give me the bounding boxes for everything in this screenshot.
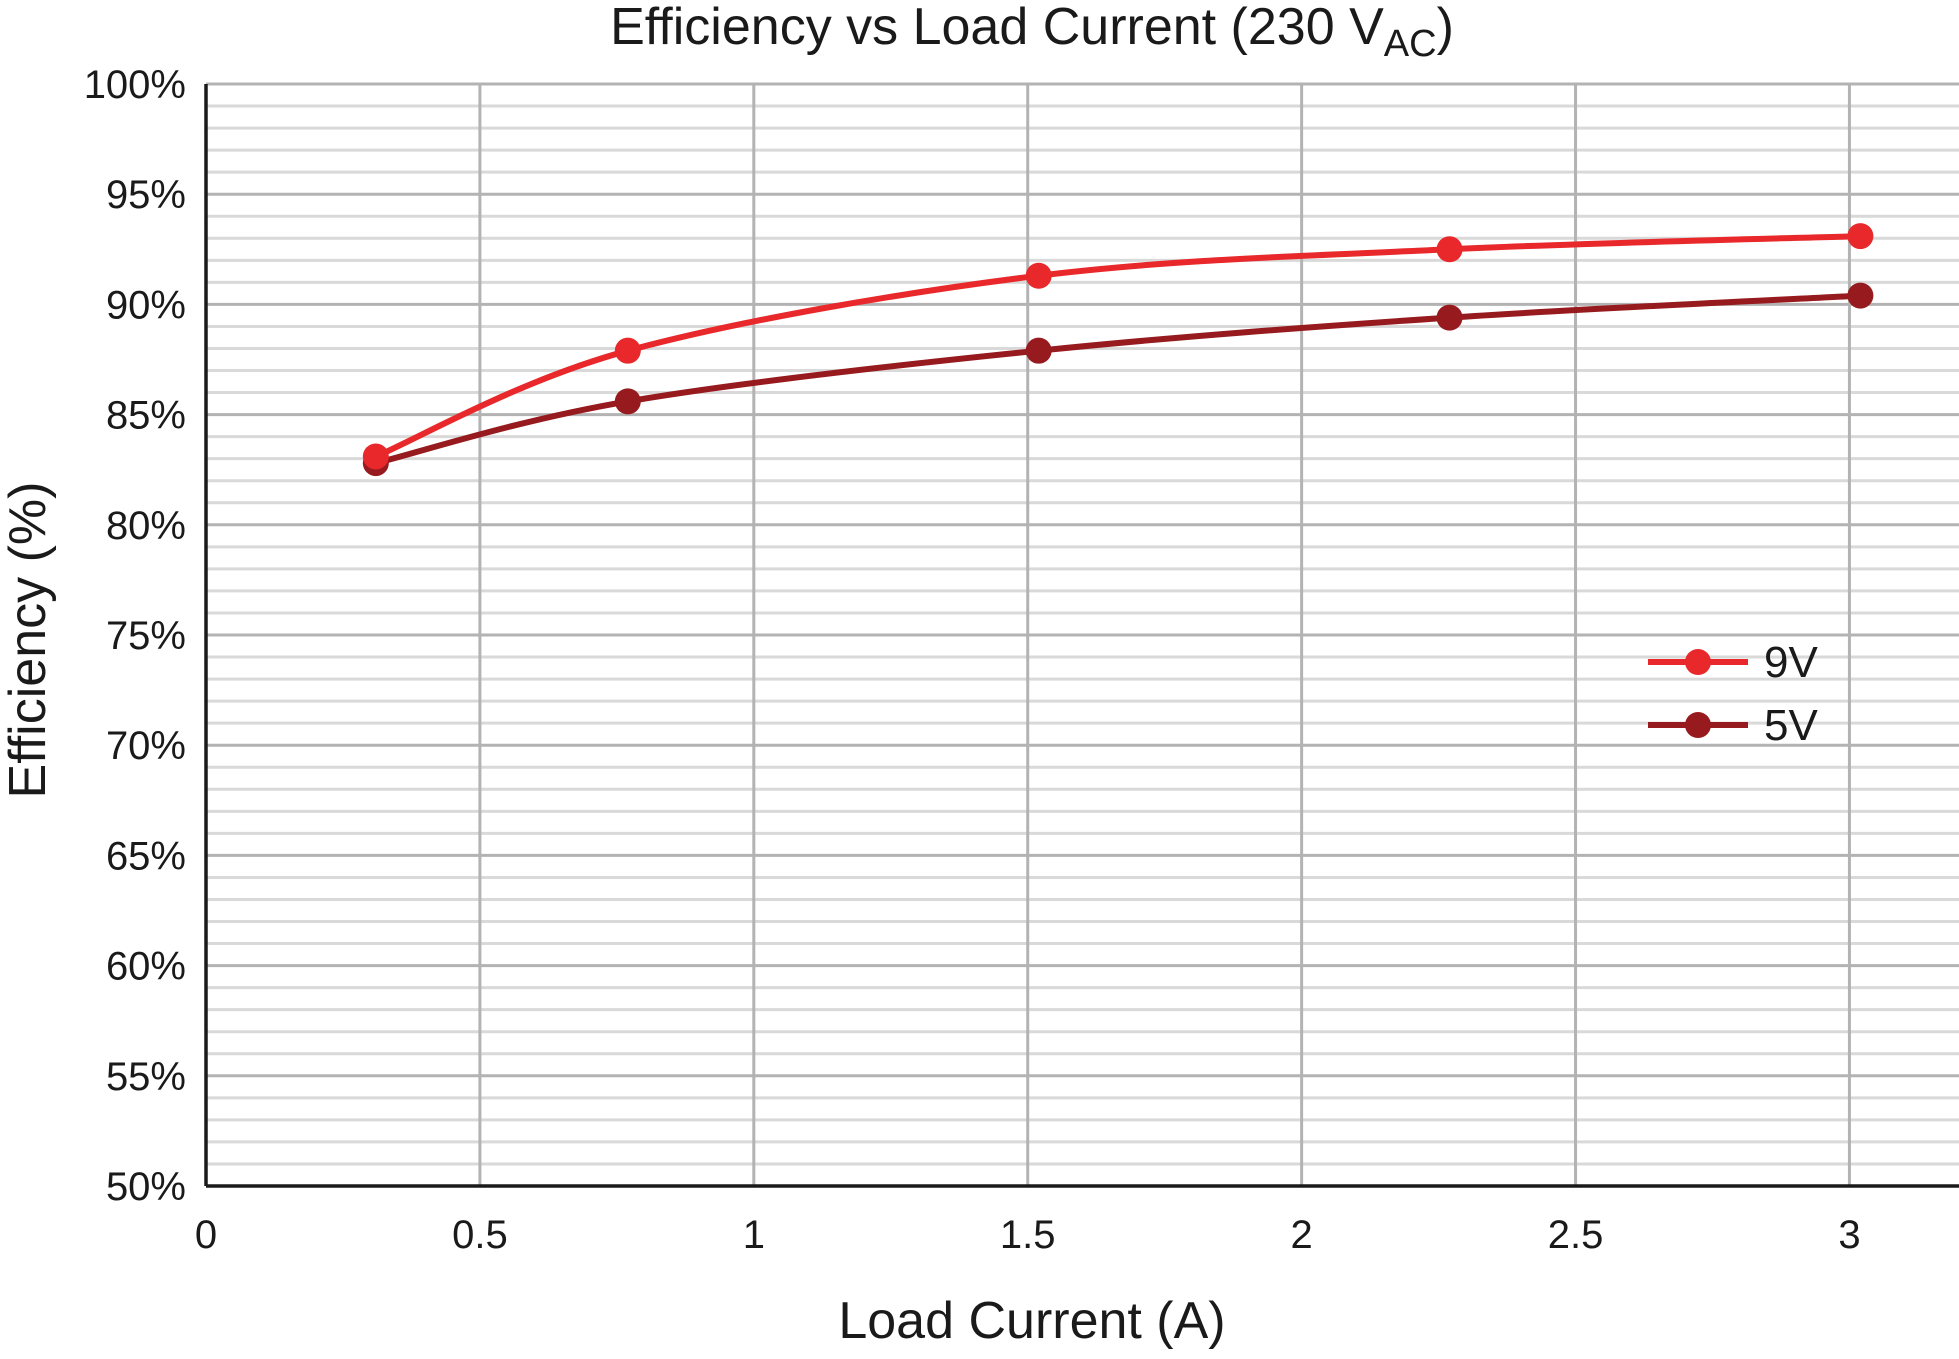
data-point-9V — [1847, 223, 1874, 250]
data-point-5V — [614, 388, 641, 415]
x-tick-label: 0.5 — [452, 1213, 508, 1257]
x-tick-label: 1.5 — [1000, 1213, 1056, 1257]
legend-label-9V: 9V — [1764, 638, 1818, 687]
y-tick-label: 55% — [106, 1055, 186, 1099]
data-point-9V — [614, 337, 641, 364]
x-axis-label: Load Current (A) — [838, 1292, 1225, 1350]
grid-layer — [206, 82, 1959, 1186]
series-line-5V — [372, 292, 1864, 467]
x-tick-label: 2 — [1291, 1213, 1313, 1257]
y-tick-label: 80% — [106, 504, 186, 548]
y-tick-label: 100% — [84, 63, 186, 107]
legend-marker-5V — [1685, 712, 1711, 738]
data-point-9V — [362, 443, 389, 470]
data-point-5V — [1847, 282, 1874, 309]
series-line-9V — [372, 233, 1864, 460]
y-tick-label: 90% — [106, 283, 186, 327]
x-tick-label: 0 — [195, 1213, 217, 1257]
y-tick-label: 65% — [106, 834, 186, 878]
y-tick-label: 75% — [106, 614, 186, 658]
data-point-5V — [1436, 304, 1463, 331]
data-point-5V — [1025, 337, 1052, 364]
data-point-9V — [1025, 262, 1052, 289]
y-tick-label: 50% — [106, 1165, 186, 1209]
chart-title: Efficiency vs Load Current (230 VAC) — [610, 0, 1454, 65]
legend-label-5V: 5V — [1764, 701, 1818, 750]
legend-marker-9V — [1685, 649, 1711, 675]
x-tick-label: 1 — [743, 1213, 765, 1257]
x-tick-label: 2.5 — [1548, 1213, 1604, 1257]
axes-layer — [204, 84, 1959, 1188]
x-tick-label: 3 — [1838, 1213, 1860, 1257]
y-tick-label: 60% — [106, 945, 186, 989]
y-tick-label: 95% — [106, 173, 186, 217]
y-tick-label: 85% — [106, 394, 186, 438]
y-tick-label: 70% — [106, 724, 186, 768]
ticks-layer: 50% 55% 60% 65% 70% 75% 80% 85% 90% 95% 100% 0 0.5 1 1… — [84, 63, 1861, 1257]
series-layer — [362, 223, 1874, 477]
data-point-9V — [1436, 236, 1463, 263]
y-axis-label: Efficiency (%) — [0, 482, 57, 799]
